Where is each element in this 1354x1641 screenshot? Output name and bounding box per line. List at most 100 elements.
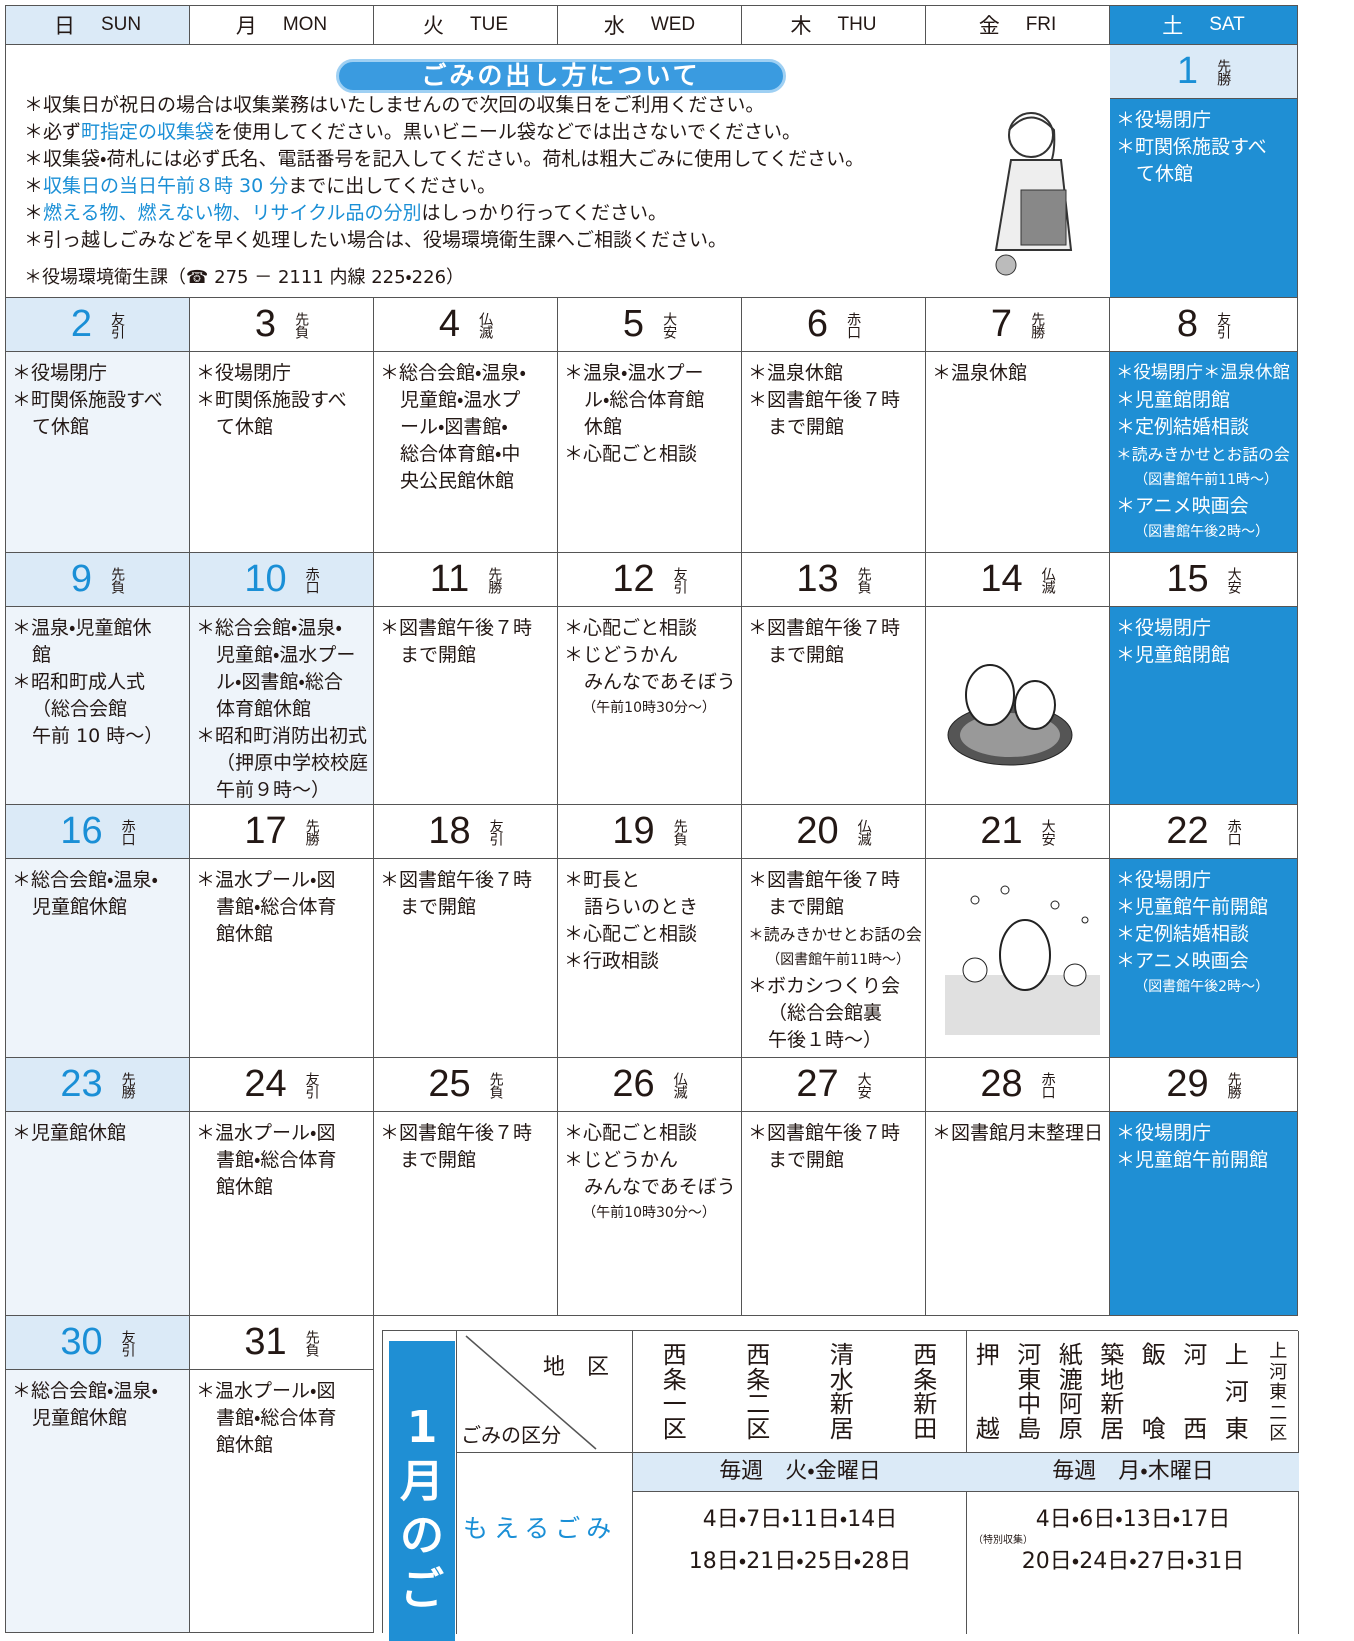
date-number: 1 <box>1176 50 1199 92</box>
day-header: 日 SUN <box>5 5 190 45</box>
label-column <box>456 1331 633 1634</box>
event-line: ＊心配ごと相談 <box>564 1122 698 1144</box>
event-line: ＊温泉・児童館休 <box>12 617 152 639</box>
rokuyo: 大安 <box>855 1071 872 1098</box>
event-line: 館休館 <box>215 1434 273 1456</box>
rokuyo: 仏滅 <box>671 1071 688 1098</box>
events-cell: ＊児童館休館 <box>5 1112 190 1316</box>
notice-title: ごみの出し方について <box>336 59 786 93</box>
day-ja: 火 <box>423 14 444 38</box>
notice-text: 燃える物、燃えない物、リサイクル品の分別 <box>43 202 422 224</box>
event-line: ＊役場閉庁 <box>1116 617 1212 639</box>
rokuyo: 友引 <box>119 1329 136 1356</box>
district: 飯喰 <box>1141 1341 1166 1443</box>
event-line: 館 <box>31 644 51 666</box>
event-line: ル・総合体育館 <box>583 389 705 411</box>
month-banner: 1月のご <box>389 1341 455 1641</box>
rokuyo: 仏滅 <box>855 818 872 845</box>
event-line: ＊温水プール・図 <box>196 869 336 891</box>
day-ja: 木 <box>790 14 812 38</box>
date-cell: 26 仏滅 <box>558 1058 742 1112</box>
rokuyo: 大安 <box>1039 818 1056 845</box>
date-cell: 25 先負 <box>374 1058 558 1112</box>
event-line: 児童館休館 <box>31 1407 127 1429</box>
events-cell: ＊総合会館・温泉・ 児童館休館 <box>5 1370 190 1633</box>
event-line: 児童館・温水プ <box>399 389 521 411</box>
event-line: まで開館 <box>767 896 844 918</box>
date-number: 20 <box>796 810 839 852</box>
event-line: ＊役場閉庁 <box>196 362 292 384</box>
event-line: （総合会館 <box>31 698 127 720</box>
events-cell: ＊町長と 語らいのとき ＊心配ごと相談 ＊行政相談 <box>558 859 742 1058</box>
event-line: 書館・総合体育 <box>215 1149 337 1171</box>
rokuyo: 先勝 <box>303 818 320 845</box>
date-number: 6 <box>806 303 829 345</box>
date-cell: 1 先勝 <box>1110 45 1298 99</box>
snow-play-illustration <box>945 885 1100 1035</box>
event-line: （押原中学校校庭 <box>215 752 368 774</box>
day-ja: 土 <box>1162 14 1184 38</box>
event-line: ル・図書館・総合 <box>215 671 343 693</box>
collection-dates: 20日・24日・27日・31日 <box>1021 1549 1245 1574</box>
date-cell: 19 先負 <box>558 805 742 859</box>
date-cell: 2 友引 <box>5 298 190 352</box>
rokuyo: 友引 <box>303 1071 320 1098</box>
day-en: SAT <box>1209 14 1245 35</box>
notice-lines: ＊収集日が祝日の場合は収集業務はいたしませんので次回の収集日をご利用ください。 ＊… <box>24 92 864 254</box>
notice-line: ＊収集日が祝日の場合は収集業務はいたしませんので次回の収集日をご利用ください。 <box>24 92 864 119</box>
date-number: 5 <box>622 303 645 345</box>
date-cell: 16 赤口 <box>5 805 190 859</box>
event-line: （総合会館裏 <box>767 1002 882 1024</box>
schedule: 毎週 月・木曜日 <box>967 1452 1299 1492</box>
event-line: ＊図書館午後７時 <box>380 869 533 891</box>
notice-line: ＊必ず町指定の収集袋を使用してください。黒いビニール袋などでは出さないでください… <box>24 119 864 146</box>
date-cell: 3 先負 <box>190 298 374 352</box>
notice-text: 町指定の収集袋 <box>81 121 215 143</box>
event-line: 午前９時〜） <box>215 779 330 801</box>
date-cell: 12 友引 <box>558 553 742 607</box>
date-number: 31 <box>244 1321 287 1363</box>
notice-line: ＊収集袋・荷札には必ず氏名、電話番号を記入してください。荷札は粗大ごみに使用して… <box>24 146 864 173</box>
event-line: ＊温泉休館 <box>932 362 1028 384</box>
event-line: 午前 10 時〜） <box>31 725 164 747</box>
notice-text: ＊収集日が祝日の場合は収集業務はいたしませんので次回の収集日をご利用ください。 <box>24 94 765 116</box>
garbage-type: もえるごみ <box>463 1514 618 1543</box>
date-cell: 8 友引 <box>1110 298 1298 352</box>
event-line: ＊町長と <box>564 869 641 891</box>
event-line: ＊読みきかせとお話の会 <box>1116 445 1290 464</box>
rokuyo: 友引 <box>1215 311 1232 338</box>
event-line: 児童館・温水プー <box>215 644 356 666</box>
collection-dates: 18日・21日・25日・28日 <box>688 1549 912 1574</box>
event-line: 体育館休館 <box>215 698 311 720</box>
date-cell: 4 仏滅 <box>374 298 558 352</box>
day-header: 月 MON <box>190 5 374 45</box>
rokuyo: 先負 <box>855 566 872 593</box>
event-line: ＊役場閉庁 <box>1116 109 1212 131</box>
event-line: まで開館 <box>767 644 844 666</box>
event-line: 書館・総合体育 <box>215 1407 337 1429</box>
day-en: SUN <box>100 14 142 35</box>
events-cell: ＊役場閉庁 ＊町関係施設すべ て休館 <box>190 352 374 553</box>
events-cell: ＊温水プール・図 書館・総合体育 館休館 <box>190 1112 374 1316</box>
rokuyo: 赤口 <box>845 311 862 338</box>
notice-text: までに出してください。 <box>288 175 497 197</box>
events-cell: ＊図書館午後７時 まで開館 <box>374 607 558 805</box>
day-header: 火 TUE <box>374 5 558 45</box>
collection-dates: 4日・6日・13日・17日 <box>1035 1507 1231 1532</box>
events-cell: ＊温泉・児童館休館 ＊昭和町成人式 （総合会館 午前 10 時〜） <box>5 607 190 805</box>
event-line: て休館 <box>1135 163 1193 185</box>
header-rule <box>456 1452 633 1453</box>
events-cell: ＊温泉休館 ＊図書館午後７時 まで開館 <box>742 352 926 553</box>
date-cell: 29 先勝 <box>1110 1058 1298 1112</box>
notice-text: ＊引っ越しごみなどを早く処理したい場合は、役場環境衛生課へご相談ください。 <box>24 229 728 251</box>
event-line: ＊読みきかせとお話の会 <box>748 925 922 944</box>
event-line: 書館・総合体育 <box>215 896 337 918</box>
event-line: ＊じどうかん <box>564 644 679 666</box>
rokuyo: 先負 <box>303 1329 320 1356</box>
date-cell: 28 赤口 <box>926 1058 1110 1112</box>
event-line: ＊温水プール・図 <box>196 1380 336 1402</box>
event-line: まで開館 <box>399 896 476 918</box>
event-line: ＊温水プール・図 <box>196 1122 336 1144</box>
notice-text: を使用してください。黒いビニール袋などでは出さないでください。 <box>214 121 801 143</box>
date-number: 19 <box>612 810 655 852</box>
